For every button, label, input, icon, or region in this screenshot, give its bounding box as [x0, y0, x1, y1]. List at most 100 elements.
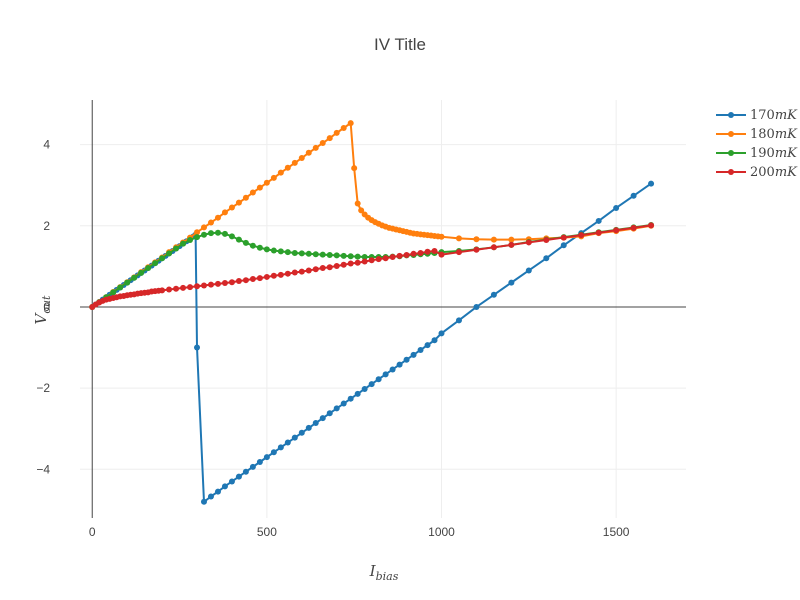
- data-point: [284, 164, 291, 171]
- x-tick-label: 1000: [428, 525, 455, 539]
- x-axis-title-sub: bias: [376, 570, 399, 583]
- data-point: [543, 255, 550, 262]
- data-point: [256, 184, 263, 191]
- data-point: [277, 248, 284, 255]
- legend-label-value: 200: [750, 165, 775, 180]
- data-point: [333, 129, 340, 136]
- data-point: [242, 239, 249, 246]
- data-point: [228, 233, 235, 240]
- legend-item[interactable]: 180mK: [716, 127, 798, 142]
- data-point: [256, 244, 263, 251]
- data-point: [124, 279, 131, 286]
- y-axis-title: Vout: [32, 295, 53, 325]
- data-point: [235, 236, 242, 243]
- data-point: [473, 303, 480, 310]
- data-point: [117, 284, 124, 291]
- data-point: [256, 275, 263, 282]
- data-point: [277, 444, 284, 451]
- data-point: [291, 250, 298, 256]
- data-point: [249, 189, 256, 196]
- data-point: [145, 265, 152, 272]
- data-point: [221, 483, 228, 490]
- data-point: [361, 254, 368, 261]
- y-tick-label: 4: [43, 138, 50, 152]
- data-point: [312, 266, 319, 273]
- data-point: [221, 209, 228, 216]
- legend-label: 180mK: [750, 127, 798, 142]
- data-point: [340, 400, 347, 407]
- data-point: [263, 454, 270, 461]
- data-point: [333, 252, 340, 259]
- data-point: [284, 270, 291, 277]
- data-point: [595, 217, 602, 224]
- legend-item[interactable]: 190mK: [716, 146, 798, 161]
- data-point: [347, 260, 354, 267]
- y-axis-title-sub: out: [40, 295, 53, 314]
- data-point: [648, 222, 655, 229]
- data-point: [455, 249, 462, 256]
- data-point: [354, 200, 361, 207]
- data-point: [138, 269, 145, 276]
- data-point: [361, 385, 368, 392]
- data-point: [410, 351, 417, 358]
- data-point: [326, 252, 333, 259]
- data-point: [326, 410, 333, 417]
- data-point: [200, 498, 207, 505]
- data-point: [200, 282, 207, 289]
- data-point: [613, 227, 620, 234]
- data-point: [270, 247, 277, 254]
- data-point: [277, 169, 284, 176]
- legend-item[interactable]: 170mK: [716, 108, 798, 123]
- data-point: [166, 286, 173, 293]
- data-point: [333, 262, 340, 269]
- data-point: [200, 231, 207, 238]
- y-tick-label: 2: [43, 219, 50, 233]
- data-point: [305, 149, 312, 156]
- data-point: [291, 159, 298, 166]
- data-point: [228, 279, 235, 286]
- data-point: [333, 405, 340, 412]
- data-point: [298, 250, 305, 257]
- data-point: [431, 247, 438, 254]
- data-point: [194, 283, 201, 290]
- data-point: [159, 287, 166, 294]
- x-tick-label: 0: [89, 525, 96, 539]
- data-point: [235, 199, 242, 206]
- data-point: [543, 237, 550, 244]
- data-point: [228, 478, 235, 485]
- x-tick-label: 500: [257, 525, 277, 539]
- tick-labels: 0 500 1000 1500 −4 −2 0 2 4: [36, 138, 630, 539]
- y-tick-label: −2: [36, 381, 50, 395]
- series-layer: [89, 120, 655, 505]
- data-point: [361, 258, 368, 265]
- y-tick-label: 0: [43, 300, 50, 314]
- data-point: [270, 174, 277, 181]
- data-point: [368, 257, 375, 264]
- data-point: [455, 235, 462, 242]
- data-point: [389, 254, 396, 261]
- data-point: [131, 274, 138, 281]
- data-point: [110, 289, 117, 296]
- data-point: [207, 230, 214, 237]
- data-point: [291, 434, 298, 441]
- data-point: [235, 278, 242, 284]
- data-point: [473, 246, 480, 253]
- data-point: [368, 381, 375, 388]
- legend-swatch-marker: [728, 150, 734, 156]
- data-point: [319, 251, 326, 258]
- data-point: [431, 337, 438, 344]
- data-point: [560, 242, 567, 249]
- data-point: [249, 275, 256, 282]
- series-200mK: [89, 222, 655, 310]
- data-point: [312, 420, 319, 427]
- data-point: [595, 229, 602, 236]
- legend-item[interactable]: 200mK: [716, 165, 798, 180]
- data-point: [358, 207, 365, 214]
- data-point: [473, 236, 480, 243]
- data-point: [340, 252, 347, 259]
- data-point: [166, 250, 173, 257]
- legend-label-unit: mK: [775, 165, 798, 180]
- x-tick-label: 1500: [603, 525, 630, 539]
- data-point: [340, 125, 347, 131]
